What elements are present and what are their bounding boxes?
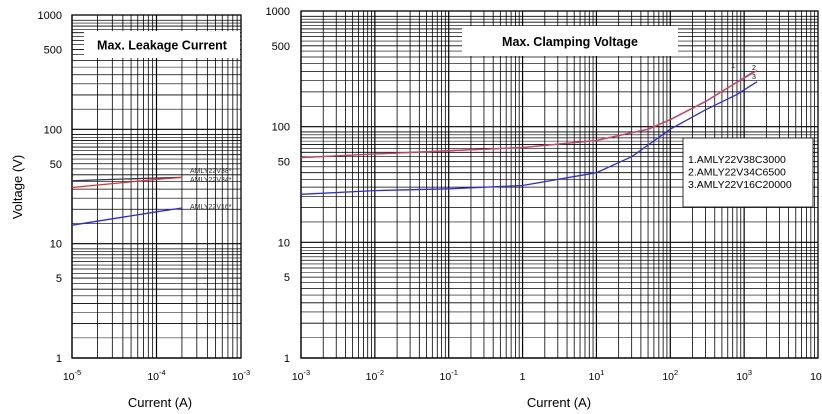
legend-entry: 2.AMLY22V34C6500 [688,167,786,179]
chart-title-box [462,26,678,56]
x-tick-exponent: -3 [244,368,251,377]
y-tick-label: 5 [284,272,290,284]
x-tick-base: 1 [520,371,526,383]
y-tick-label: 100 [272,122,290,134]
plot-frame [300,10,819,359]
series-label: AMLY22V34* [190,177,232,184]
chart-title: Max. Clamping Voltage [502,35,638,49]
y-tick-label: 50 [50,159,62,171]
legend-entry: 1.AMLY22V38C3000 [688,154,786,166]
x-tick-label: 10-4 [147,368,165,383]
x-tick-exponent: -2 [377,368,384,377]
x-tick-exponent: -5 [75,368,82,377]
series-end-label: 2 [752,65,756,72]
series-label: AMLY22V38* [190,168,232,175]
x-tick-base: 10 [588,371,600,383]
x-tick-exponent: -4 [159,368,166,377]
x-tick-exponent: 3 [748,368,752,377]
x-axis-label: Current (A) [527,395,591,410]
x-tick-base: 10 [366,371,378,383]
y-tick-label: 50 [278,156,290,168]
x-tick-label: 102 [662,368,678,383]
x-tick-label: 10-2 [366,368,384,383]
series-line-1 [71,176,182,182]
y-tick-label: 500 [44,44,62,56]
y-tick-label: 1000 [266,6,290,18]
x-tick-label: 103 [736,368,752,383]
x-tick-label: 10-3 [232,368,250,383]
x-tick-base: 10 [810,371,822,383]
series-line-3 [300,81,758,195]
x-tick-label: 10-1 [440,368,458,383]
x-tick-base: 10 [736,371,748,383]
x-tick-exponent: -3 [304,368,311,377]
y-tick-label: 10 [50,239,62,251]
x-tick-base: 10 [147,371,159,383]
y-tick-label: 100 [44,124,62,136]
chart-title: Max. Leakage Current [97,39,228,53]
x-tick-label: 101 [588,368,604,383]
x-tick-base: 10 [232,371,244,383]
series-line-2 [71,176,182,189]
chart-panel-2: Max. Clamping Voltage151050100500100010-… [266,6,822,410]
y-tick-label: 1 [56,353,62,365]
y-axis-label: Voltage (V) [10,155,25,219]
x-tick-label: 104 [810,368,822,383]
x-tick-base: 10 [662,371,674,383]
series-end-label: 3 [752,74,756,81]
series-end-label: 1 [731,63,735,70]
chart-title-box [84,31,240,58]
x-tick-exponent: 2 [674,368,678,377]
x-tick-label: 10-5 [63,368,81,383]
x-tick-base: 10 [63,371,75,383]
x-tick-exponent: -1 [451,368,458,377]
legend-box [682,137,814,208]
y-tick-label: 10 [278,237,290,249]
y-tick-label: 1000 [38,10,62,22]
plot-frame [71,14,242,359]
y-tick-label: 5 [56,273,62,285]
gridlines [71,15,241,359]
y-tick-label: 500 [272,41,290,53]
series-label: AMLY22V16* [190,204,232,211]
series-line-3 [71,207,182,226]
x-tick-exponent: 1 [600,368,604,377]
x-tick-label: 1 [520,371,526,383]
x-axis-label: Current (A) [128,395,192,410]
y-tick-label: 1 [284,353,290,365]
x-tick-label: 10-3 [292,368,310,383]
x-tick-base: 10 [292,371,304,383]
legend-entry: 3.AMLY22V16C20000 [688,179,792,191]
chart-panel-1: Max. Leakage Current151050100500100010-5… [10,10,250,410]
x-tick-base: 10 [440,371,452,383]
series-line-2 [300,70,758,159]
